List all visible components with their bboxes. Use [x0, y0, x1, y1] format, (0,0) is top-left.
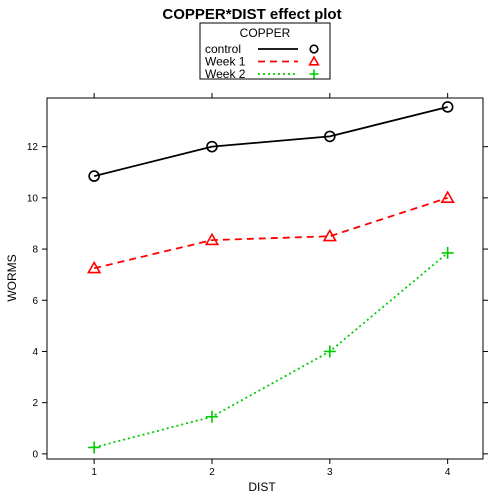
data-point-week-2: [323, 345, 336, 358]
data-point-control: [88, 170, 100, 182]
x-tick-label: 2: [209, 467, 215, 478]
x-tick-label: 3: [327, 467, 333, 478]
data-point-week-1: [440, 190, 455, 203]
series-week-2: [88, 246, 454, 454]
y-tick-label: 10: [27, 193, 39, 204]
legend-marker-swatch: [309, 44, 319, 54]
y-tick-label: 0: [32, 449, 38, 460]
series-line-control: [93, 106, 448, 177]
series-layer: [87, 101, 455, 454]
data-point-week-2: [205, 410, 218, 423]
chart-title: COPPER*DIST effect plot: [162, 6, 341, 23]
x-tick-label: 1: [91, 467, 97, 478]
y-tick-label: 12: [27, 142, 39, 153]
data-point-week-2: [441, 246, 454, 259]
series-line-week-1: [93, 196, 448, 270]
data-point-control: [324, 130, 336, 143]
data-point-week-1: [204, 232, 220, 246]
plot-frame: [46, 97, 484, 460]
legend-box: [199, 22, 331, 80]
legend-title: COPPER: [240, 26, 291, 40]
x-axis-title: DIST: [248, 480, 276, 494]
x-tick-label: 4: [445, 467, 451, 478]
y-axis-title: WORMS: [5, 254, 19, 301]
data-point-control: [441, 101, 454, 113]
y-tick-label: 6: [32, 296, 38, 307]
y-tick-label: 4: [32, 347, 38, 358]
data-point-week-2: [88, 441, 101, 454]
data-point-week-1: [87, 260, 102, 274]
legend-label: Week 1: [205, 55, 246, 69]
legend-entry-week-1: Week 1: [205, 55, 320, 69]
legend-entry-control: control: [205, 42, 319, 56]
data-point-control: [206, 140, 218, 153]
legend-marker-swatch: [309, 69, 319, 79]
legend-label: Week 2: [205, 67, 246, 81]
series-week-1: [87, 190, 455, 274]
legend-marker-swatch: [308, 55, 320, 66]
data-point-week-1: [322, 228, 337, 242]
y-tick-label: 2: [32, 398, 38, 409]
series-control: [88, 101, 454, 182]
legend-label: control: [205, 42, 241, 56]
series-line-week-2: [93, 252, 449, 449]
y-tick-label: 8: [32, 245, 38, 256]
legend-entry-week-2: Week 2: [205, 67, 319, 81]
